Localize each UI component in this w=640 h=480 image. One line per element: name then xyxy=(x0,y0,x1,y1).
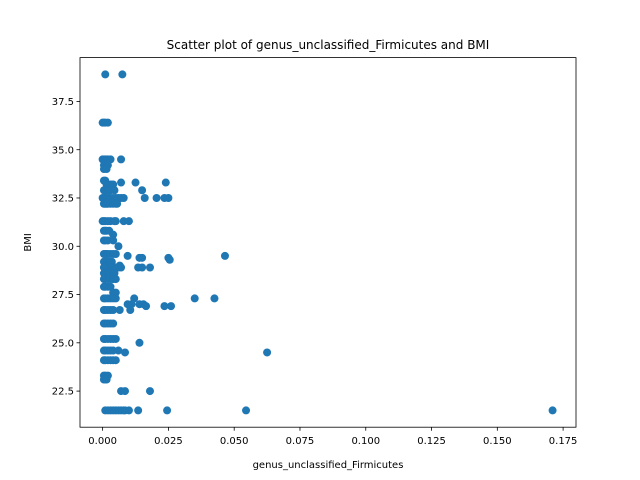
data-point xyxy=(123,251,132,260)
y-axis-ticks: 22.5 25.0 27.5 30.0 32.5 35.0 37.5 xyxy=(52,97,80,398)
y-tick-label: 30.0 xyxy=(52,242,74,253)
data-point xyxy=(210,294,219,303)
data-point xyxy=(138,263,147,272)
data-point xyxy=(111,294,120,303)
y-tick-label: 35.0 xyxy=(52,145,74,156)
data-point xyxy=(111,334,120,343)
x-tick-label: 0.150 xyxy=(483,436,512,447)
data-point xyxy=(101,70,110,79)
data-point xyxy=(134,406,143,415)
x-tick-label: 0.050 xyxy=(220,436,249,447)
y-tick-label: 22.5 xyxy=(52,387,74,398)
data-point xyxy=(161,178,170,187)
chart-title: Scatter plot of genus_unclassified_Firmi… xyxy=(167,38,490,52)
data-point xyxy=(103,118,112,127)
data-point xyxy=(190,294,199,303)
y-tick-label: 27.5 xyxy=(52,290,74,301)
data-point xyxy=(152,193,161,202)
data-point xyxy=(121,387,129,396)
x-tick-label: 0.175 xyxy=(549,436,578,447)
x-tick-label: 0.025 xyxy=(154,436,183,447)
data-point xyxy=(109,319,118,328)
data-point xyxy=(140,193,149,202)
data-point xyxy=(163,406,172,415)
data-point xyxy=(115,305,124,314)
data-point xyxy=(124,406,133,415)
data-point xyxy=(118,70,127,79)
data-point xyxy=(117,263,126,272)
data-point xyxy=(119,193,128,202)
data-point xyxy=(263,348,272,357)
data-point xyxy=(138,186,147,195)
data-point xyxy=(102,375,111,384)
data-point xyxy=(220,251,229,260)
data-point xyxy=(110,186,119,195)
data-point xyxy=(135,338,144,347)
x-tick-label: 0.100 xyxy=(351,436,380,447)
x-tick-label: 0.075 xyxy=(286,436,315,447)
data-point xyxy=(124,217,133,226)
data-points xyxy=(98,70,557,415)
data-point xyxy=(111,217,120,226)
data-point xyxy=(548,406,557,415)
data-point xyxy=(142,302,151,311)
plot-area-frame xyxy=(79,57,577,428)
data-point xyxy=(109,230,118,239)
data-point xyxy=(113,199,122,208)
data-point xyxy=(111,275,120,284)
data-point xyxy=(114,346,123,355)
data-point xyxy=(138,253,147,262)
data-point xyxy=(167,302,176,311)
data-point xyxy=(164,193,173,202)
x-tick-label: 0.125 xyxy=(417,436,446,447)
data-point xyxy=(111,356,120,365)
x-axis-label: genus_unclassified_Firmicutes xyxy=(253,460,404,471)
data-point xyxy=(160,302,169,311)
y-tick-label: 25.0 xyxy=(52,338,74,349)
data-point xyxy=(117,155,126,164)
data-point xyxy=(109,236,118,245)
data-point xyxy=(145,387,154,396)
data-point xyxy=(126,305,135,314)
data-point xyxy=(242,406,251,415)
y-tick-label: 32.5 xyxy=(52,194,74,205)
x-tick-label: 0.000 xyxy=(88,436,117,447)
data-point xyxy=(114,242,123,251)
data-point xyxy=(145,263,154,272)
data-point xyxy=(109,305,118,314)
data-point xyxy=(165,255,174,264)
y-tick-label: 37.5 xyxy=(52,97,74,108)
data-point xyxy=(131,178,140,187)
data-point xyxy=(111,249,120,258)
y-axis-label: BMI xyxy=(23,233,34,251)
x-axis-ticks: 0.000 0.025 0.050 0.075 0.100 0.125 0.150 0.175 xyxy=(88,427,577,447)
data-point xyxy=(121,348,129,357)
data-point xyxy=(102,165,111,174)
data-point xyxy=(117,178,126,187)
